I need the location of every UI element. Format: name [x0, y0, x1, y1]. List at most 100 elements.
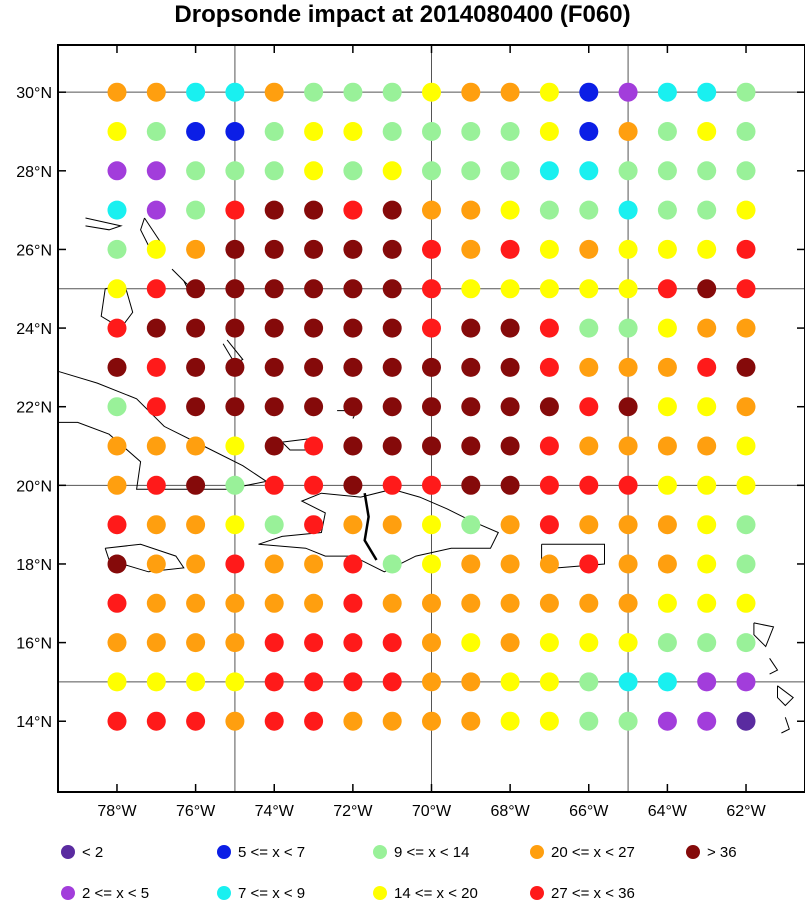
impact-point: [736, 357, 756, 377]
impact-point: [422, 436, 441, 456]
impact-point: [304, 161, 324, 181]
impact-point: [736, 279, 756, 299]
impact-point: [186, 436, 206, 456]
impact-point: [146, 318, 166, 338]
impact-point: [618, 672, 638, 692]
impact-point: [500, 554, 520, 574]
impact-point: [264, 239, 284, 259]
impact-point: [382, 200, 402, 220]
impact-point: [697, 239, 717, 259]
hispaniola-coastline: [258, 488, 499, 573]
impact-point: [146, 239, 166, 259]
impact-point: [539, 200, 559, 220]
impact-point: [225, 436, 245, 456]
impact-point: [539, 318, 559, 338]
legend-swatch: [373, 886, 387, 900]
impact-point: [539, 239, 559, 259]
impact-point: [304, 279, 324, 299]
impact-point: [657, 397, 677, 417]
impact-point: [697, 200, 717, 220]
legend-swatch: [686, 845, 700, 859]
impact-point: [382, 397, 402, 417]
legend-label: < 2: [82, 844, 103, 861]
impact-point: [461, 515, 481, 535]
impact-point: [225, 122, 245, 141]
impact-point: [382, 161, 402, 181]
impact-point: [107, 711, 127, 731]
impact-point: [500, 122, 520, 141]
impact-point: [657, 279, 677, 299]
impact-point: [186, 318, 206, 338]
legend-label: 27 <= x < 36: [551, 885, 635, 900]
legend-label: 5 <= x < 7: [238, 844, 305, 861]
impact-point: [382, 357, 402, 377]
impact-point: [186, 200, 206, 220]
impact-point: [461, 279, 481, 299]
impact-point: [461, 239, 481, 259]
impact-point: [697, 593, 717, 613]
impact-point: [500, 711, 520, 731]
impact-point: [186, 711, 206, 731]
impact-point: [736, 711, 756, 731]
impact-point: [422, 711, 441, 731]
impact-point: [618, 633, 638, 653]
impact-point: [422, 318, 441, 338]
impact-point: [146, 397, 166, 417]
impact-point: [422, 633, 441, 653]
impact-point: [500, 239, 520, 259]
impact-point: [304, 357, 324, 377]
legend-swatch: [530, 886, 544, 900]
impact-point: [304, 554, 324, 574]
impact-point: [579, 357, 599, 377]
lat-tick-label: 30°N: [16, 85, 52, 102]
impact-point: [422, 672, 441, 692]
impact-point: [304, 122, 324, 141]
legend-label: > 36: [707, 844, 737, 861]
impact-point: [618, 122, 638, 141]
legend-swatch: [530, 845, 544, 859]
lon-tick-label: 68°W: [490, 803, 530, 820]
legend-label: 9 <= x < 14: [394, 844, 469, 861]
impact-point: [422, 239, 441, 259]
impact-point: [697, 122, 717, 141]
legend-label: 7 <= x < 9: [238, 885, 305, 900]
impact-point: [264, 436, 284, 456]
impact-point: [461, 200, 481, 220]
impact-point: [500, 200, 520, 220]
impact-point: [579, 200, 599, 220]
impact-point: [304, 239, 324, 259]
impact-point: [579, 475, 599, 495]
impact-point: [382, 436, 402, 456]
impact-point: [343, 357, 363, 377]
impact-point: [500, 357, 520, 377]
impact-point: [107, 554, 127, 574]
lat-tick-label: 16°N: [16, 636, 52, 653]
impact-point: [500, 672, 520, 692]
impact-point: [304, 672, 324, 692]
impact-point: [461, 397, 481, 417]
impact-point: [618, 200, 638, 220]
impact-point: [264, 82, 284, 102]
impact-point: [657, 82, 677, 102]
impact-point: [186, 279, 206, 299]
impact-point: [264, 161, 284, 181]
impact-point: [186, 633, 206, 653]
impact-point: [225, 357, 245, 377]
impact-point: [107, 200, 127, 220]
impact-point: [186, 515, 206, 535]
impact-point: [382, 593, 402, 613]
impact-point: [697, 436, 717, 456]
impact-point: [736, 161, 756, 181]
impact-point: [657, 672, 677, 692]
impact-point: [657, 515, 677, 535]
impact-point: [107, 122, 127, 141]
impact-point: [186, 161, 206, 181]
impact-point: [539, 82, 559, 102]
impact-point: [422, 161, 441, 181]
map-title: Dropsonde impact at 2014080400 (F060): [174, 1, 631, 28]
impact-point: [422, 357, 441, 377]
impact-point: [382, 82, 402, 102]
impact-point: [186, 122, 206, 141]
impact-point: [697, 711, 717, 731]
